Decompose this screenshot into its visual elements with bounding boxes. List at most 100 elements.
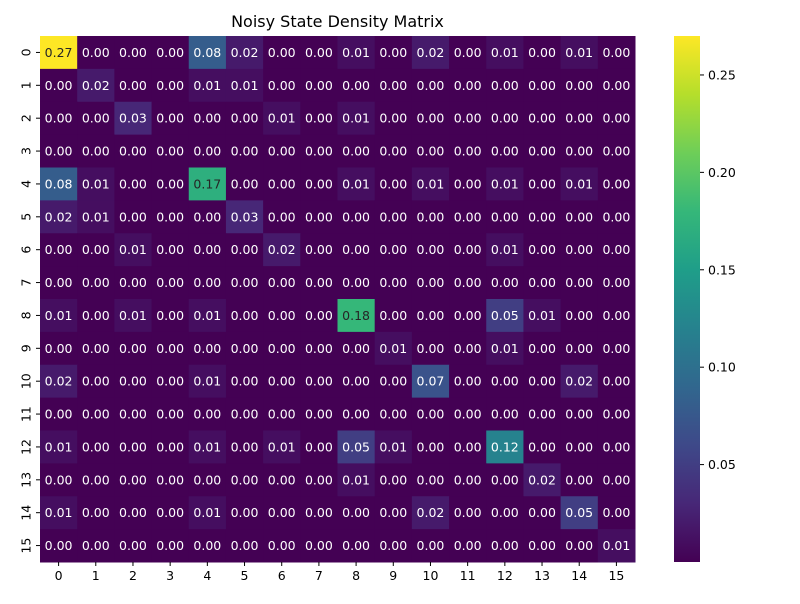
heatmap-cell-9-13 [523,331,562,366]
heatmap-cell-15-6 [263,529,301,563]
heatmap-cell-6-11 [449,233,487,267]
heatmap-cell-12-14 [560,430,599,464]
heatmap-cell-0-10 [411,36,450,70]
heatmap-cell-9-5 [225,331,264,366]
heatmap-cell-14-14 [560,496,599,530]
x-tick-label: 11 [460,568,476,583]
cell-value-label: 0.00 [82,538,110,553]
heatmap-cell-8-12 [486,299,524,333]
cell-value-label: 0.00 [602,111,630,126]
heatmap-cell-4-9 [374,167,413,201]
heatmap-cell-10-1 [77,364,115,399]
cell-value-label: 0.00 [119,374,147,389]
cell-value-label: 0.00 [193,341,221,356]
cell-value-label: 0.00 [268,176,296,191]
cell-value-label: 0.00 [305,275,333,290]
cell-value-label: 0.00 [379,209,407,224]
cell-value-label: 0.00 [342,209,370,224]
x-tick-label: 8 [352,568,360,583]
heatmap-cell-9-0 [40,331,78,366]
cell-value-label: 0.00 [193,209,221,224]
cell-value-label: 0.00 [454,505,482,520]
heatmap-cell-5-5 [225,200,264,234]
cell-value-label: 0.00 [156,407,184,422]
x-tick-label: 15 [608,568,624,583]
heatmap-cell-10-9 [374,364,413,399]
cell-value-label: 0.00 [342,144,370,159]
heatmap-cell-10-0 [40,364,78,399]
y-tick-label: 13 [19,472,34,488]
x-axis: 0 1 2 3 4 5 6 7 8 9 10 11 12 13 14 15 [55,562,624,583]
heatmap-cell-4-14 [560,167,599,201]
heatmap-cell-1-13 [523,68,562,103]
heatmap-cell-12-2 [114,430,153,464]
heatmap-cell-11-9 [374,397,413,431]
cell-value-label: 0.00 [268,144,296,159]
cell-value-label: 0.01 [491,45,519,60]
cell-value-label: 0.01 [268,111,296,126]
heatmap-cell-11-0 [40,397,78,431]
y-tick-label: 4 [19,180,34,188]
heatmap-cell-2-5 [225,101,264,136]
heatmap-cell-9-12 [486,331,524,366]
cell-value-label: 0.00 [491,505,519,520]
heatmap-cell-11-13 [523,397,562,431]
chart-title: Noisy State Density Matrix [231,12,444,31]
cell-value-label: 0.00 [417,111,445,126]
cell-value-label: 0.00 [305,308,333,323]
heatmap-cell-10-14 [560,364,599,399]
cell-value-label: 0.00 [565,111,593,126]
heatmap-cell-3-7 [300,134,338,168]
heatmap-cell-1-8 [337,68,376,103]
heatmap-cell-15-0 [40,529,78,563]
x-tick-label: 7 [315,568,323,583]
heatmap-cell-4-3 [151,167,190,201]
cell-value-label: 0.00 [45,341,73,356]
cell-value-label: 0.00 [565,144,593,159]
heatmap-cell-6-6 [263,233,301,267]
heatmap-cell-12-0 [40,430,78,464]
cell-value-label: 0.00 [45,242,73,257]
cell-value-label: 0.01 [342,472,370,487]
heatmap-cell-9-3 [151,331,190,366]
heatmap-cell-11-12 [486,397,524,431]
colorbar: 0.05 0.10 0.15 0.20 0.25 [674,36,736,562]
heatmap-cell-8-2 [114,299,153,333]
heatmap-cell-1-12 [486,68,524,103]
cell-value-label: 0.00 [82,439,110,454]
cell-value-label: 0.00 [454,538,482,553]
heatmap-cell-15-8 [337,529,376,563]
heatmap-cell-13-11 [449,463,487,497]
cell-value-label: 0.01 [268,439,296,454]
heatmap-cell-0-3 [151,36,190,70]
x-tick-label: 1 [92,568,100,583]
heatmap-cell-10-13 [523,364,562,399]
cell-value-label: 0.00 [454,176,482,191]
y-tick-label: 15 [19,538,34,554]
cell-value-label: 0.00 [193,275,221,290]
cell-value-label: 0.00 [156,374,184,389]
y-tick-label: 2 [19,114,34,122]
cell-value-label: 0.00 [45,407,73,422]
heatmap-cell-7-8 [337,266,376,300]
heatmap-cell-5-0 [40,200,78,234]
cell-value-label: 0.00 [305,374,333,389]
heatmap-cell-5-7 [300,200,338,234]
cell-value-label: 0.01 [379,341,407,356]
cell-value-label: 0.00 [454,439,482,454]
heatmap-cell-15-2 [114,529,153,563]
cell-value-label: 0.00 [417,78,445,93]
cell-value-label: 0.00 [268,45,296,60]
heatmap-cell-10-8 [337,364,376,399]
cell-value-label: 0.00 [45,538,73,553]
cell-value-label: 0.05 [565,505,593,520]
y-tick-label: 1 [19,81,34,89]
cell-value-label: 0.00 [602,341,630,356]
heatmap-cell-2-4 [188,101,227,136]
cell-value-label: 0.00 [602,472,630,487]
cell-value-label: 0.01 [82,209,110,224]
cell-value-label: 0.00 [417,144,445,159]
heatmap-cell-5-12 [486,200,524,234]
heatmap-cell-4-6 [263,167,301,201]
cell-value-label: 0.00 [602,275,630,290]
